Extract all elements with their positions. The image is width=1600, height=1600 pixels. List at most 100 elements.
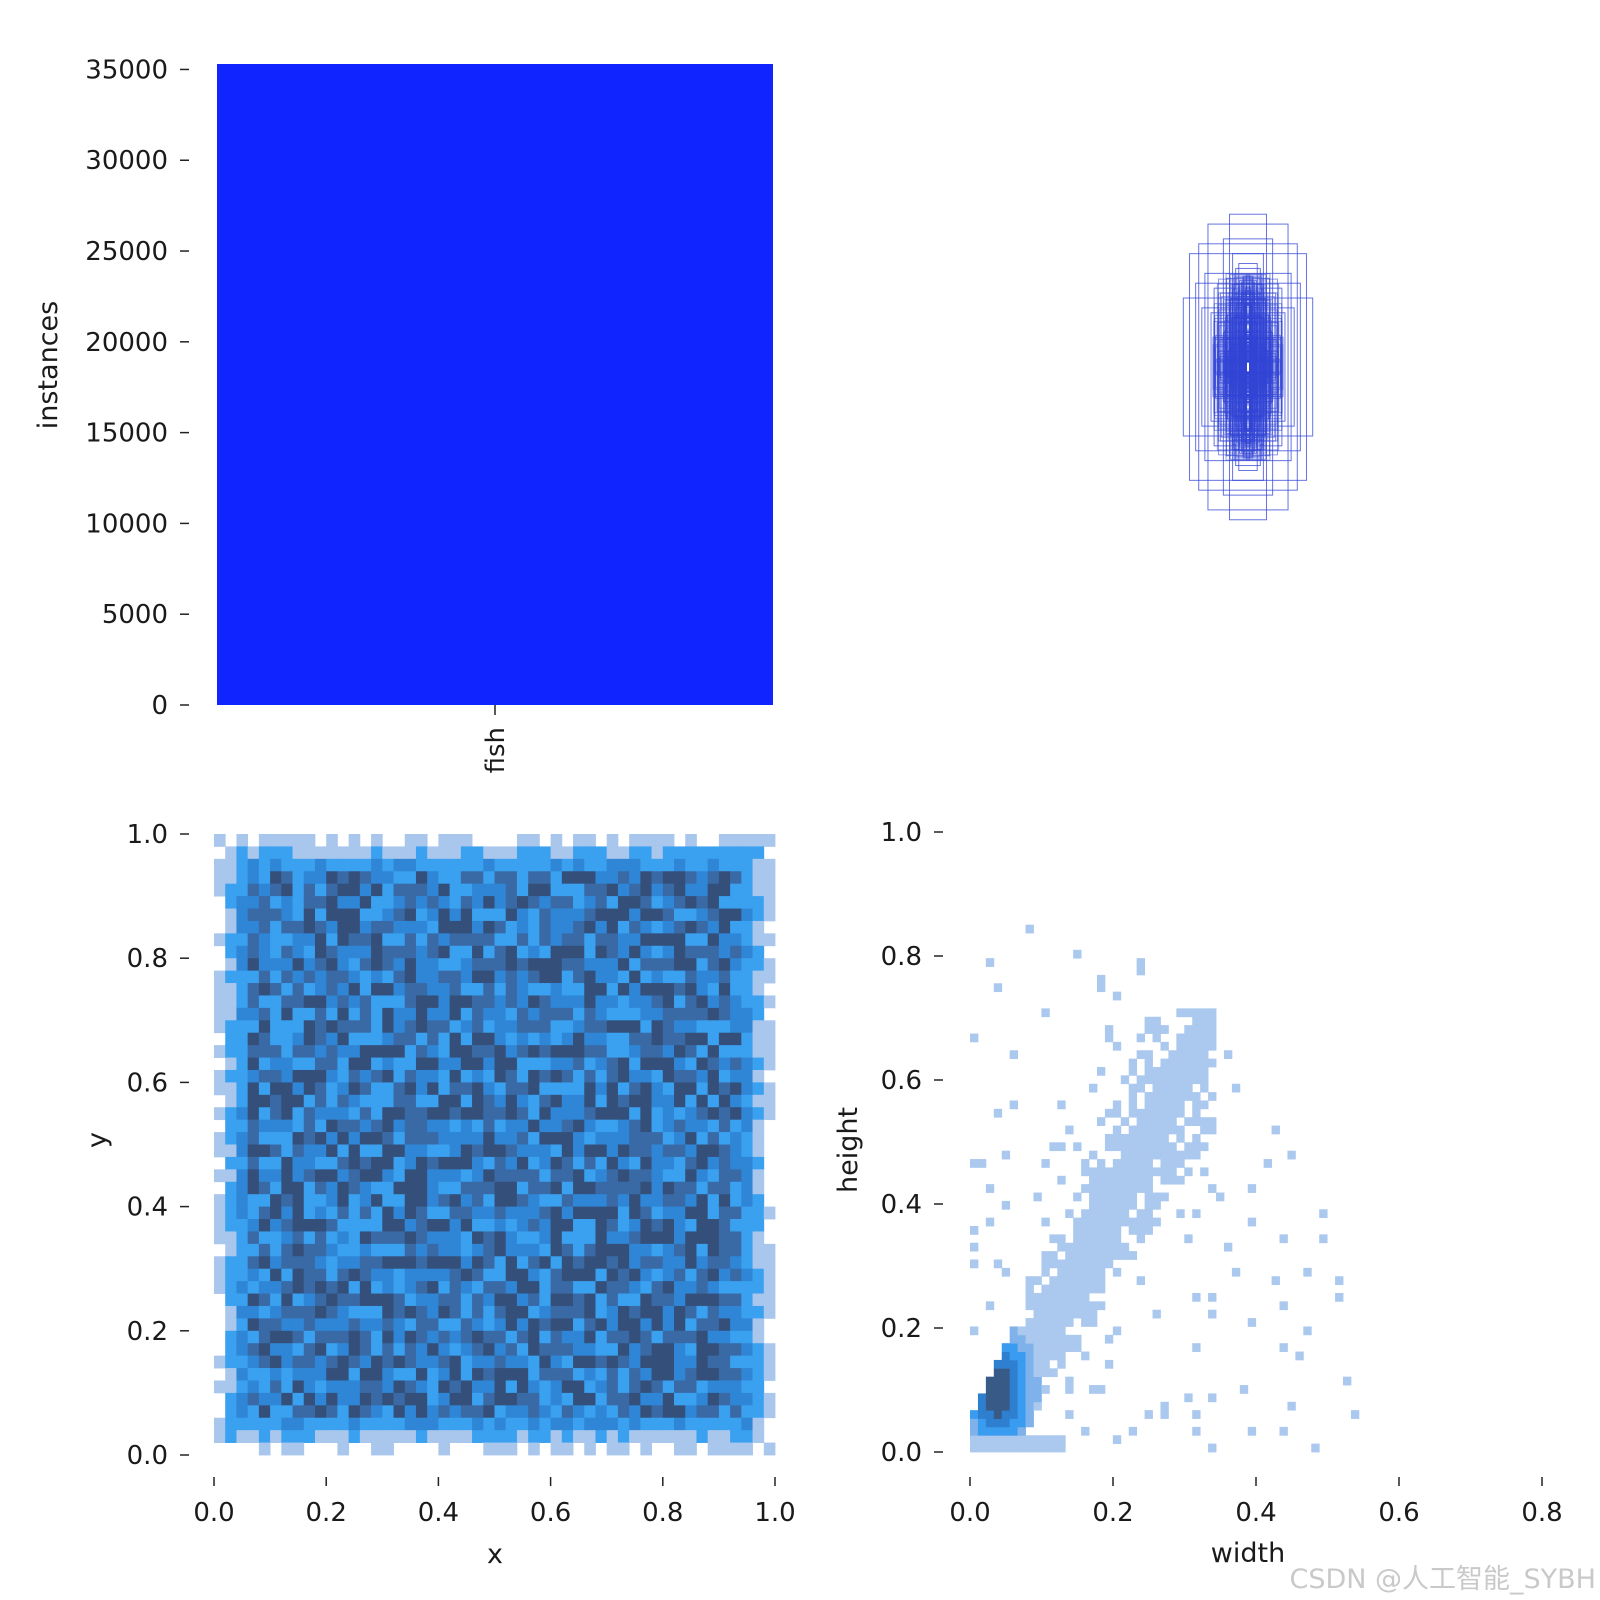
wh-heatmap-cell	[1065, 1385, 1074, 1394]
xy-heatmap-cell	[438, 920, 451, 934]
wh-heatmap-cell	[1192, 1050, 1201, 1060]
xy-heatmap-cell	[685, 1281, 697, 1294]
xy-heatmap-cell	[561, 1268, 574, 1282]
xy-heatmap-cell	[617, 1343, 630, 1357]
xy-heatmap-cell	[393, 1231, 406, 1245]
xy-heatmap-cell	[752, 1355, 765, 1369]
xy-heatmap-cell	[460, 970, 473, 984]
xy-heatmap-cell	[606, 920, 619, 934]
xy-heatmap-cell	[573, 1119, 585, 1133]
xy-heatmap-cell	[472, 1343, 484, 1357]
xy-heatmap-cell	[348, 1194, 361, 1207]
xy-heatmap-cell	[528, 1206, 540, 1220]
xy-heatmap-cell	[359, 1194, 372, 1207]
xy-heatmap-cell	[236, 1032, 249, 1046]
xy-heatmap-cell	[236, 1293, 249, 1307]
xy-heatmap-cell	[696, 883, 709, 897]
xy-heatmap-cell	[460, 871, 473, 885]
xy-heatmap-cell	[494, 1119, 507, 1133]
xy-heatmap-cell	[573, 1256, 585, 1270]
xy-heatmap-cell	[651, 983, 664, 996]
wh-heatmap-cells	[970, 924, 1360, 1453]
xy-heatmap-cell	[494, 1380, 507, 1394]
xy-heatmap-cell	[696, 1243, 709, 1257]
xy-y-axis-label: y	[82, 1132, 113, 1148]
xy-heatmap-cell	[270, 1169, 282, 1183]
xy-heatmap-cell	[438, 995, 451, 1009]
xy-heatmap-cell	[752, 1256, 765, 1270]
xy-heatmap-cell	[494, 1007, 507, 1021]
xy-heatmap-cell	[314, 1032, 327, 1046]
xy-heatmap-cell	[550, 883, 563, 897]
xy-heatmap-cell	[584, 1293, 596, 1307]
xy-heatmap-cell	[763, 1355, 776, 1369]
xy-heatmap-cell	[606, 1256, 619, 1270]
xy-heatmap-cell	[629, 1256, 641, 1270]
xy-heatmap-cell	[460, 1256, 473, 1270]
wh-heatmap-cell	[1073, 1142, 1082, 1152]
xy-heatmap-cell	[427, 995, 439, 1009]
xy-heatmap-cell	[314, 1007, 327, 1021]
wh-heatmap-cell	[1033, 1385, 1042, 1394]
xy-heatmap-cell	[438, 1020, 451, 1034]
xy-heatmap-cell	[494, 1343, 507, 1357]
xy-heatmap-cell	[415, 1293, 428, 1307]
xy-heatmap-cell	[337, 1007, 350, 1021]
xy-heatmap-cell	[281, 1231, 293, 1245]
xy-heatmap-cell	[438, 1194, 451, 1207]
xy-heatmap-cell	[763, 1293, 776, 1307]
xy-heatmap-cell	[427, 1194, 439, 1207]
xy-heatmap-cell	[629, 1243, 641, 1257]
xy-heatmap-cell	[516, 1368, 529, 1381]
xy-heatmap-cell	[438, 871, 451, 885]
xy-heatmap-cell	[752, 1045, 765, 1058]
xy-heatmap-cell	[629, 1343, 641, 1357]
xy-heatmap-cell	[539, 958, 551, 972]
xy-heatmap-cell	[640, 1368, 652, 1381]
xy-heatmap-cell	[449, 1281, 462, 1294]
xy-heatmap-cell	[415, 1231, 428, 1245]
xy-heatmap-cell	[314, 970, 327, 984]
xy-heatmap-cell	[662, 995, 675, 1009]
wh-heatmap-cell	[1033, 1292, 1042, 1302]
xy-heatmap-cell	[359, 970, 372, 984]
xy-heatmap-cell	[281, 1219, 293, 1232]
xy-heatmap-cell	[303, 1305, 316, 1319]
xy-heatmap-cell	[337, 883, 350, 897]
xy-heatmap-cell	[270, 920, 282, 934]
xy-heatmap-cell	[494, 1156, 507, 1170]
xy-heatmap-cell	[382, 1094, 394, 1108]
xy-heatmap-cell	[730, 945, 742, 959]
xy-heatmap-cell	[505, 1281, 518, 1294]
xy-heatmap-cell	[696, 1107, 709, 1121]
xy-heatmap-cell	[718, 933, 731, 947]
wh-heatmap-cell	[1025, 1410, 1034, 1419]
wh-heatmap-cell	[977, 1159, 987, 1168]
xy-heatmap-cell	[292, 970, 305, 984]
wh-heatmap-cell	[1089, 1318, 1098, 1327]
wh-heatmap-cell	[1136, 1217, 1146, 1227]
xy-heatmap-cell	[292, 1256, 305, 1270]
xy-heatmap-cell	[270, 1045, 282, 1058]
xy-heatmap-cell	[438, 970, 451, 984]
xy-heatmap-cell	[685, 933, 697, 947]
xy-heatmap-cell	[741, 933, 753, 947]
xy-heatmap-cell	[438, 1243, 451, 1257]
xy-heatmap-cell	[718, 1231, 731, 1245]
xy-heatmap-cell	[752, 1368, 765, 1381]
xy-heatmap-cell	[550, 1281, 563, 1294]
xy-heatmap-cell	[371, 1380, 383, 1394]
wh-heatmap-cell	[1192, 1108, 1201, 1118]
xy-x-tick-label: 0.6	[530, 1498, 571, 1528]
xy-heatmap-cell	[483, 1181, 495, 1195]
wh-heatmap-cell	[1001, 1368, 1011, 1378]
xy-heatmap-cell	[415, 846, 428, 860]
watermark: CSDN @人工智能_SYBH	[1289, 1564, 1596, 1595]
xy-heatmap-cell	[258, 883, 271, 897]
xy-heatmap-cell	[685, 1256, 697, 1270]
xy-heatmap-cell	[674, 1442, 686, 1456]
wh-heatmap-cell	[1128, 1200, 1138, 1210]
xy-heatmap-cell	[303, 1032, 316, 1046]
xy-heatmap-cell	[696, 1430, 709, 1443]
xy-heatmap-cell	[337, 1156, 350, 1170]
